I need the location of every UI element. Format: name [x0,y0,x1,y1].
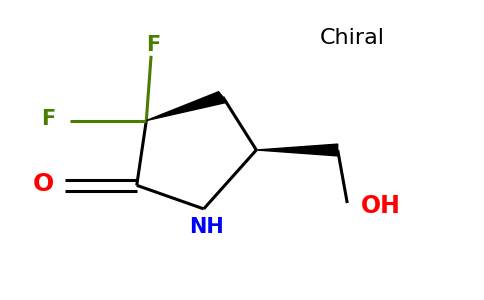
Text: F: F [146,35,161,56]
Polygon shape [257,144,338,156]
Text: O: O [33,172,54,196]
Text: NH: NH [189,217,224,237]
Text: Chiral: Chiral [319,28,385,48]
Text: OH: OH [361,194,401,218]
Text: F: F [41,109,55,129]
Polygon shape [146,92,227,121]
